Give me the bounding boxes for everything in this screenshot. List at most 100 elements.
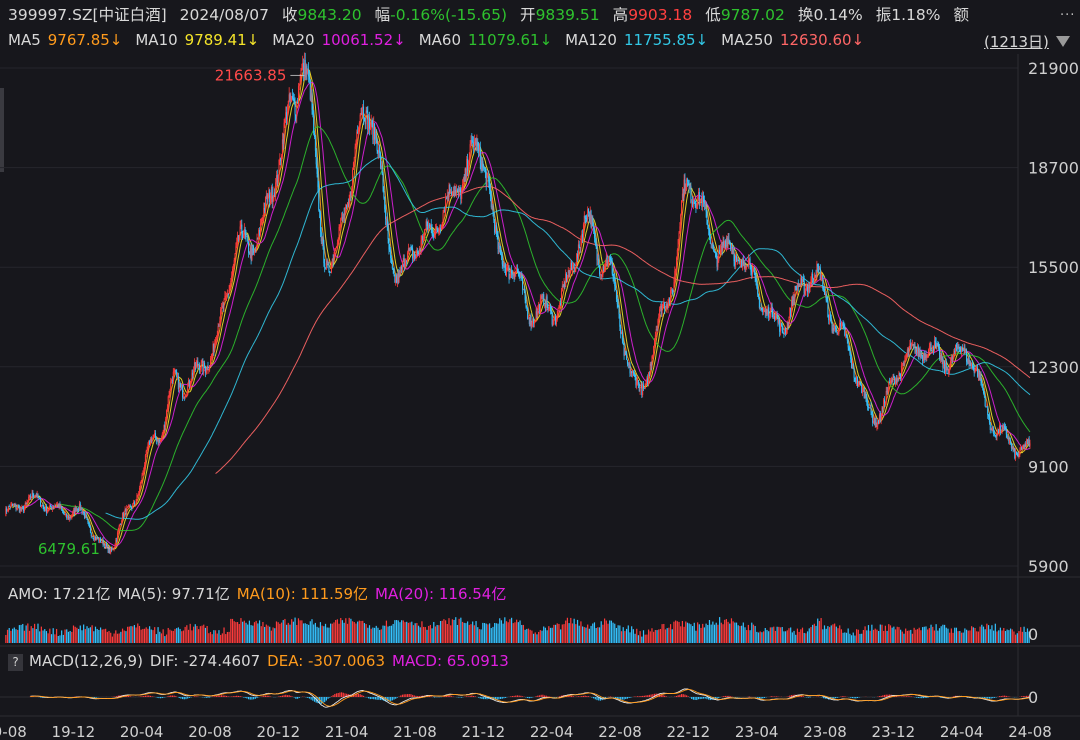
candle-body (56, 504, 58, 506)
candle-body (47, 510, 49, 512)
candle-body (536, 311, 538, 315)
volume-bar (242, 621, 244, 643)
macd-bar (232, 696, 234, 697)
volume-bar (943, 624, 946, 643)
candle-body (491, 205, 493, 208)
candle-body (241, 224, 243, 234)
candle-body (475, 138, 477, 151)
macd-bar (995, 697, 997, 698)
candle-body (223, 299, 225, 308)
candle-body (87, 519, 89, 523)
macd-bar (538, 695, 541, 697)
ma10-value: 9789.41↓ (184, 31, 260, 49)
candle-body (255, 248, 257, 250)
candle-body (987, 406, 989, 416)
candle-body (513, 273, 515, 277)
candle-body (704, 203, 706, 205)
volume-bar (539, 630, 541, 643)
volume-bar (783, 631, 785, 643)
volume-bar (529, 629, 531, 643)
candle-body (62, 509, 64, 512)
volume-bar (798, 631, 800, 643)
candle-body (246, 236, 248, 237)
ma-lines (7, 65, 1031, 552)
candle-body (226, 293, 228, 296)
macd-bar (337, 692, 339, 697)
candle-body (697, 192, 699, 200)
volume-bar (565, 620, 567, 643)
candle-body (112, 548, 114, 550)
candle-body (258, 230, 260, 240)
candle-body (259, 230, 261, 235)
volume-bar (514, 622, 516, 643)
candle-body (737, 259, 739, 261)
overflow-dots-icon[interactable]: ... (1060, 4, 1076, 19)
macd-bar (1007, 696, 1009, 697)
candle-body (681, 200, 683, 215)
candle-body (823, 289, 825, 295)
macd-bar (547, 696, 549, 697)
candle-body (181, 386, 183, 388)
macd-bar (195, 696, 197, 697)
candle-body (610, 257, 612, 261)
volume-bar (822, 629, 824, 643)
candle-body (99, 537, 101, 542)
volume-bar (10, 630, 12, 643)
macd-bar (466, 696, 468, 697)
volume-bar (455, 617, 457, 643)
ma-legend: MA5 9767.85↓ MA10 9789.41↓ MA20 10061.52… (8, 31, 864, 49)
candle-body (474, 138, 476, 142)
candle-body (15, 504, 17, 509)
candle-body (207, 365, 209, 370)
candle-body (390, 258, 392, 264)
macd-value: MACD: 65.0913 (392, 652, 509, 670)
macd-bar (334, 693, 336, 697)
macd-bar (477, 697, 480, 698)
volume-bar (490, 628, 492, 643)
volume-bar (30, 626, 32, 643)
volume-bar (903, 633, 905, 643)
candle-body (608, 256, 610, 263)
candle-body (86, 517, 88, 520)
candle-body (387, 227, 389, 240)
volume-bar (47, 633, 49, 643)
scrollbar-thumb[interactable] (0, 88, 4, 172)
macd-bar (215, 696, 218, 697)
macd-bar (543, 695, 546, 697)
candle-body (774, 315, 776, 320)
candle-body (971, 364, 973, 367)
macd-bar (535, 696, 537, 697)
help-icon[interactable]: ? (8, 653, 23, 671)
collapse-triangle-icon[interactable] (1056, 36, 1070, 47)
candle-body (407, 248, 409, 253)
candle-body (212, 344, 214, 355)
candle-body (122, 512, 124, 521)
candle-body (264, 196, 266, 211)
volume-bar (920, 630, 922, 643)
candle-body (224, 296, 226, 300)
candle-body (17, 506, 19, 509)
volume-bar (746, 630, 748, 643)
candle-body (641, 383, 643, 396)
volume-bar (154, 627, 156, 643)
volume-bar (324, 623, 327, 643)
candle-body (51, 507, 53, 510)
candle-body (667, 304, 669, 309)
candle-body (237, 235, 239, 240)
candle-body (69, 517, 71, 519)
macd-bar (116, 696, 118, 697)
volume-bar (1023, 626, 1025, 643)
candle-body (643, 384, 645, 388)
macd-bar (444, 696, 446, 697)
macd-bar (686, 695, 688, 697)
volume-bar (470, 624, 472, 643)
candle-body (938, 344, 940, 349)
candle-body (18, 506, 20, 508)
period-span-button[interactable]: (1213日) (984, 33, 1049, 51)
candle-body (488, 176, 490, 183)
volume-bar (949, 632, 951, 643)
volume-bar (472, 621, 474, 643)
volume-bar (230, 618, 232, 643)
candle-body (708, 229, 710, 238)
candle-body (601, 275, 603, 276)
